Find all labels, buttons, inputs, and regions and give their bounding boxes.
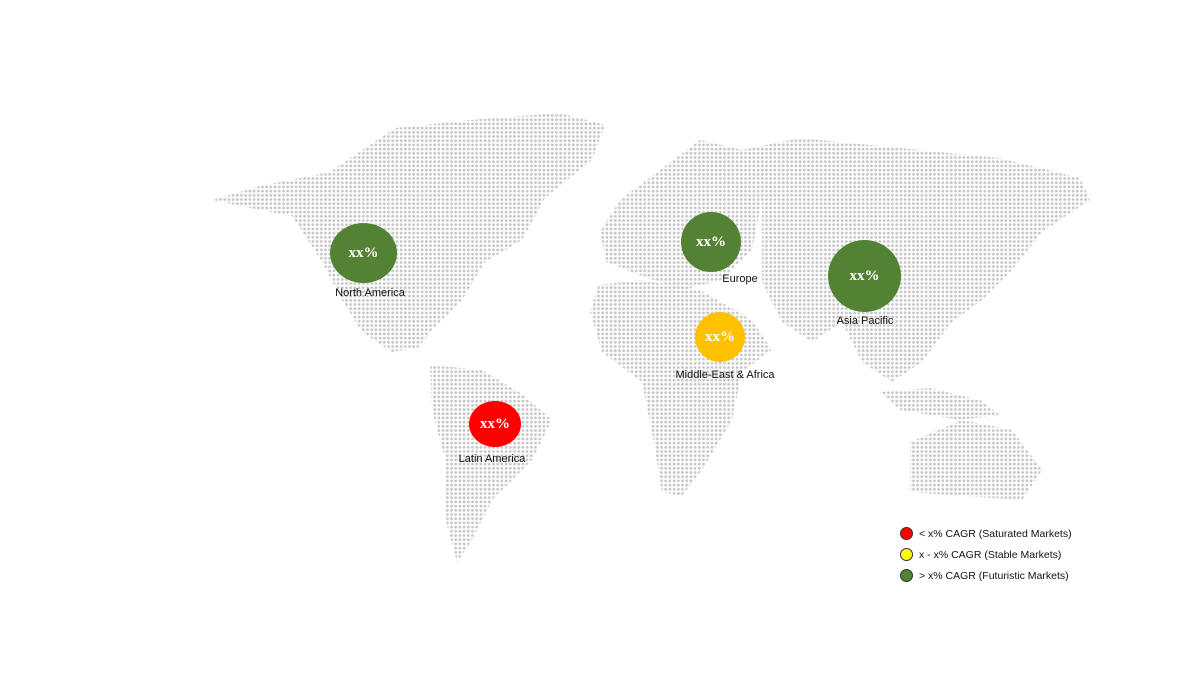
asia-pacific-value: xx% [849,267,880,284]
north-america-land [212,113,605,352]
north-america-bubble: xx% [330,223,397,283]
south-america-land [430,365,552,562]
legend-label: x - x% CAGR (Stable Markets) [919,548,1062,561]
europe-land [600,140,762,290]
asia-land [742,138,1090,382]
indonesia-land [880,388,1000,420]
yellow-dot-icon [900,548,913,561]
legend-label: > x% CAGR (Futuristic Markets) [919,569,1069,582]
africa-land [590,280,772,496]
green-dot-icon [900,569,913,582]
north-america-label: North America [335,287,405,299]
australia-land [910,420,1042,500]
europe-bubble: xx% [681,212,741,272]
asia-pacific-bubble: xx% [828,240,901,312]
middle-east-africa-label: Middle-East & Africa [675,369,775,381]
legend: < x% CAGR (Saturated Markets) x - x% CAG… [900,523,1072,586]
red-dot-icon [900,527,913,540]
europe-label: Europe [722,273,758,285]
middle-east-africa-bubble: xx% [695,312,745,362]
latin-america-label: Latin America [458,453,526,465]
europe-value: xx% [696,233,726,250]
legend-item-futuristic: > x% CAGR (Futuristic Markets) [900,565,1072,586]
latin-america-bubble: xx% [469,401,521,447]
latin-america-value: xx% [480,415,510,432]
legend-label: < x% CAGR (Saturated Markets) [919,527,1072,540]
middle-east-africa-value: xx% [705,328,735,345]
asia-pacific-label: Asia Pacific [836,315,894,327]
legend-item-stable: x - x% CAGR (Stable Markets) [900,544,1072,565]
north-america-value: xx% [348,244,379,261]
legend-item-saturated: < x% CAGR (Saturated Markets) [900,523,1072,544]
